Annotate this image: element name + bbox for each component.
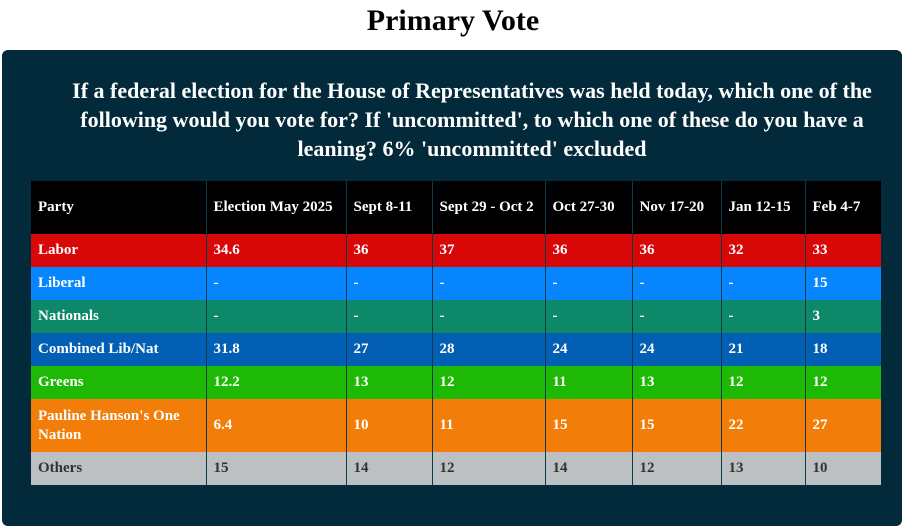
vote-value: 10 — [345, 399, 432, 452]
vote-value: - — [205, 267, 346, 300]
party-name: Liberal — [38, 275, 86, 291]
vote-value: 18 — [804, 333, 881, 366]
party-name: Greens — [38, 374, 84, 390]
poll-question: If a federal election for the House of R… — [72, 78, 872, 161]
vote-value: - — [205, 300, 346, 333]
vote-value: 36 — [631, 234, 721, 267]
vote-value: 10 — [804, 452, 881, 485]
vote-value: 6.4 — [205, 399, 346, 452]
vote-value: 36 — [345, 234, 432, 267]
table-row: Combined Lib/Nat 31.8 27 28 24 24 21 18 — [31, 333, 881, 366]
vote-value: 11 — [544, 366, 632, 399]
vote-value: 27 — [804, 399, 881, 452]
vote-value: 32 — [720, 234, 805, 267]
vote-value: 13 — [720, 452, 805, 485]
party-name: Others — [38, 460, 83, 476]
primary-vote-table: Party Election May 2025 Sept 8-11 Sept 29 -… — [31, 181, 881, 485]
vote-value: 24 — [631, 333, 721, 366]
table-row: Liberal - - - - - -15 — [31, 267, 881, 300]
table-row: Others 15 14 12 14 12 13 10 — [31, 452, 881, 485]
vote-value: 12 — [804, 366, 881, 399]
vote-value: - — [544, 300, 632, 333]
party-name: Nationals — [38, 308, 99, 324]
table-row: Labor 34.6 36 37 36 36 32 33 — [31, 234, 881, 267]
column-header: Jan 12-15 — [720, 181, 805, 234]
poll-panel: If a federal election for the House of R… — [2, 50, 902, 526]
vote-value: - — [631, 300, 721, 333]
vote-value: 22 — [720, 399, 805, 452]
vote-value: - — [720, 267, 805, 300]
vote-value: 12 — [431, 366, 545, 399]
vote-value: 15 — [205, 452, 346, 485]
vote-value: 12 — [631, 452, 721, 485]
column-header: Sept 8-11 — [345, 181, 432, 234]
vote-value: 15 — [631, 399, 721, 452]
vote-value: - — [431, 300, 545, 333]
column-header: Oct 27-30 — [544, 181, 632, 234]
vote-value: 37 — [431, 234, 545, 267]
column-header: Party — [31, 181, 206, 234]
column-header: Sept 29 - Oct 2 — [431, 181, 545, 234]
page-title: Primary Vote — [366, 4, 540, 37]
header-row: Party Election May 2025 Sept 8-11 Sept 29 -… — [31, 181, 881, 234]
vote-value: 3 — [804, 300, 881, 333]
vote-value: 15 — [804, 267, 881, 300]
vote-value: - — [345, 300, 432, 333]
vote-value: 11 — [431, 399, 545, 452]
vote-value: 12 — [431, 452, 545, 485]
vote-value: 27 — [345, 333, 432, 366]
party-name: Labor — [38, 242, 79, 258]
vote-value: - — [431, 267, 545, 300]
column-header: Feb 4-7 — [804, 181, 881, 234]
vote-value: 12.2 — [205, 366, 346, 399]
party-name: Pauline Hanson's One Nation — [38, 407, 180, 443]
vote-value: 13 — [631, 366, 721, 399]
vote-value: 21 — [720, 333, 805, 366]
table-row: Pauline Hanson's One Nation 6.4 10 11 15 15 22… — [31, 399, 881, 452]
party-name: Combined Lib/Nat — [38, 341, 159, 357]
vote-value: - — [720, 300, 805, 333]
table-row: Greens 12.2 13 12 11 13 12 12 — [31, 366, 881, 399]
vote-value: 13 — [345, 366, 432, 399]
vote-value: - — [345, 267, 432, 300]
vote-value: 33 — [804, 234, 881, 267]
vote-value: 15 — [544, 399, 632, 452]
table-row: Nationals - - - - - -3 — [31, 300, 881, 333]
column-header: Nov 17-20 — [631, 181, 721, 234]
vote-value: - — [631, 267, 721, 300]
vote-value: 12 — [720, 366, 805, 399]
vote-value: 14 — [544, 452, 632, 485]
vote-value: 34.6 — [205, 234, 346, 267]
vote-value: 28 — [431, 333, 545, 366]
vote-value: - — [544, 267, 632, 300]
vote-value: 31.8 — [205, 333, 346, 366]
vote-value: 14 — [345, 452, 432, 485]
vote-value: 24 — [544, 333, 632, 366]
vote-value: 36 — [544, 234, 632, 267]
column-header: Election May 2025 — [205, 181, 346, 234]
